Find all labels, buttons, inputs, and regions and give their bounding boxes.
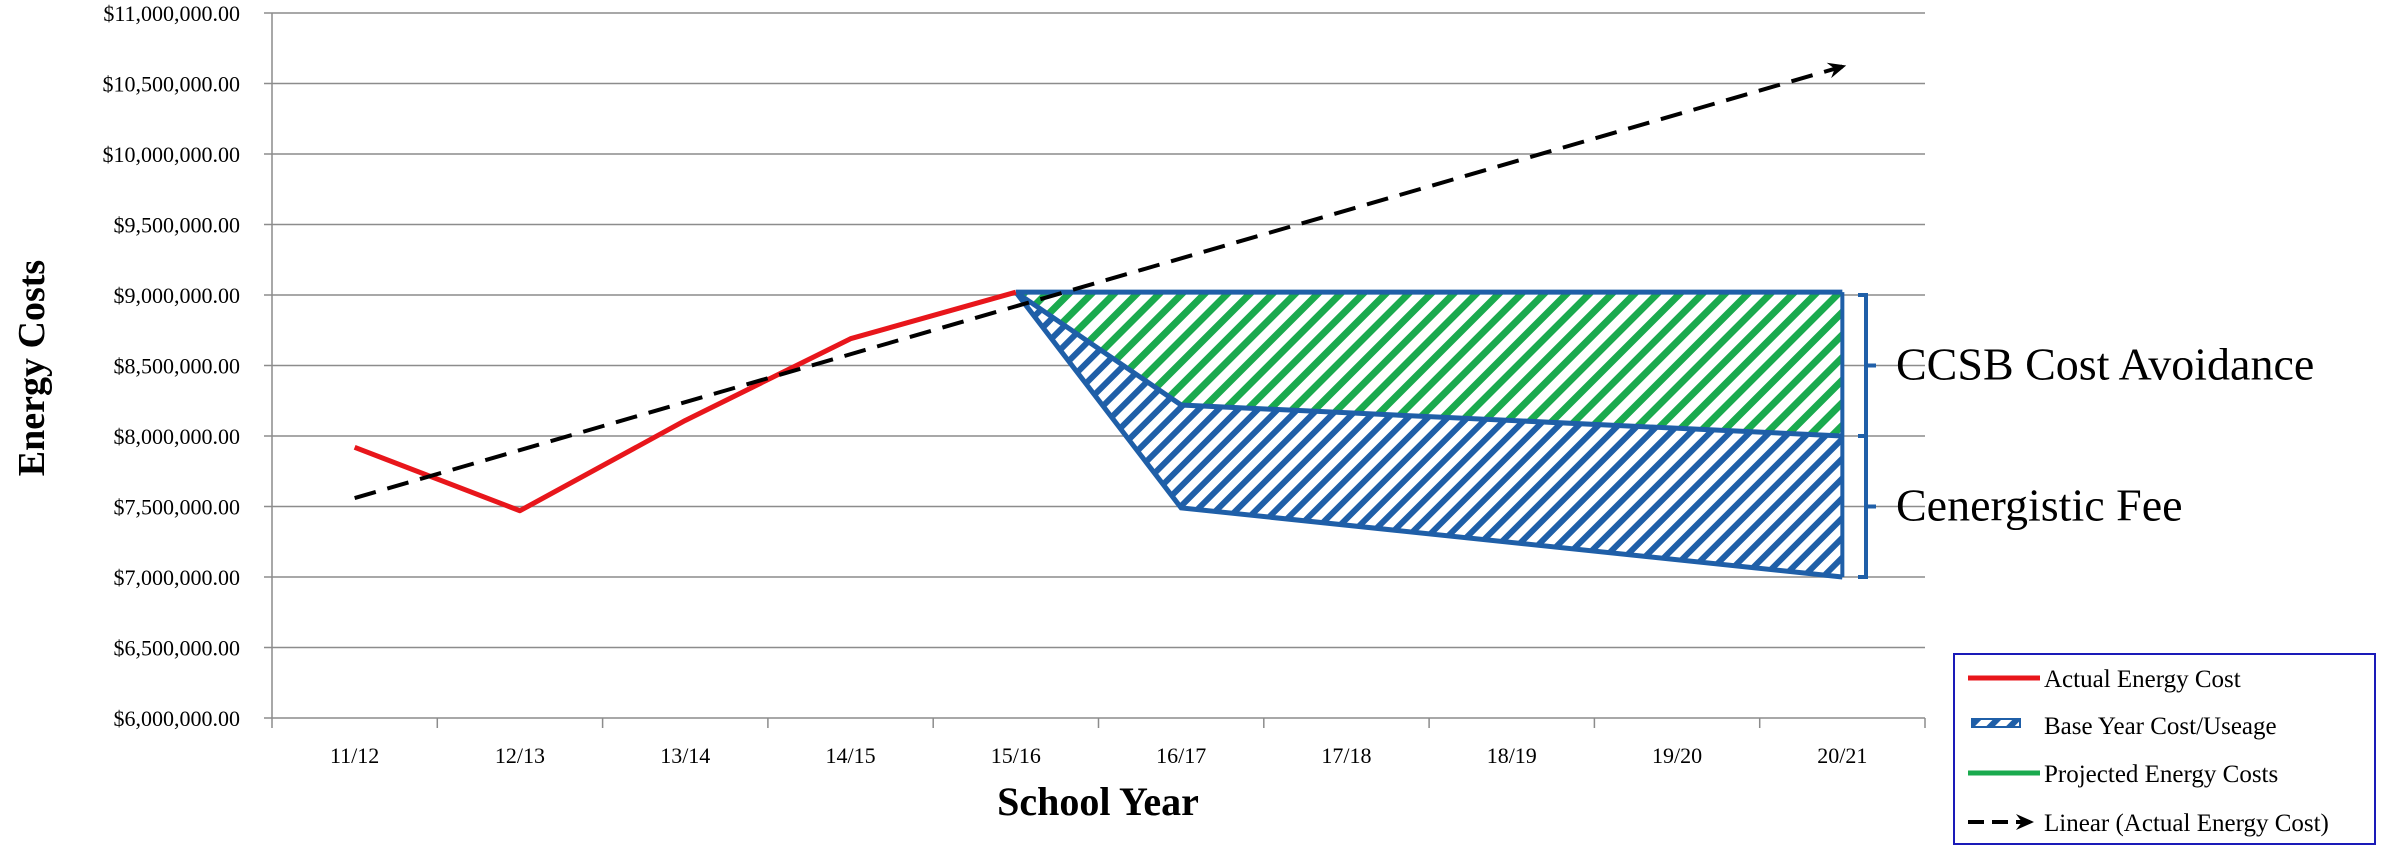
shaded-areas [1015, 292, 1843, 577]
y-tick-label: $8,500,000.00 [114, 354, 241, 379]
y-tick-label: $9,500,000.00 [114, 213, 241, 238]
x-tick-label: 13/14 [660, 743, 710, 768]
annotations: CCSB Cost Avoidance Cenergistic Fee [1858, 293, 2314, 579]
x-tick-label: 20/21 [1817, 743, 1867, 768]
legend-label-actual: Actual Energy Cost [2044, 666, 2241, 693]
legend-box [1953, 653, 2376, 845]
y-tick-label: $10,000,000.00 [103, 142, 241, 167]
x-tick-label: 14/15 [825, 743, 875, 768]
x-tick-label: 17/18 [1321, 743, 1371, 768]
x-tick-label: 11/12 [330, 743, 379, 768]
y-tick-label: $6,000,000.00 [114, 706, 241, 731]
y-tick-label: $7,500,000.00 [114, 495, 241, 520]
annotation-cost-avoidance: CCSB Cost Avoidance [1896, 339, 2314, 390]
lower-boundary-line [1013, 290, 1843, 580]
legend: Actual Energy Cost Base Year Cost/Useage… [1953, 653, 2376, 845]
y-tick-label: $7,000,000.00 [114, 565, 241, 590]
actual-energy-cost-line [353, 289, 1017, 514]
y-tick-label: $6,500,000.00 [114, 636, 241, 661]
x-tick-label: 16/17 [1156, 743, 1206, 768]
cost-avoidance-area [1015, 292, 1843, 436]
y-tick-label: $8,000,000.00 [114, 424, 241, 449]
legend-label-projected: Projected Energy Costs [2044, 761, 2278, 788]
projected-energy-costs-line [1014, 290, 1843, 439]
x-axis-title: School Year [997, 779, 1199, 824]
legend-swatch-base-year [1971, 718, 2021, 728]
x-tick-label: 12/13 [495, 743, 545, 768]
x-tick-label: 15/16 [991, 743, 1041, 768]
axes: $6,000,000.00 $6,500,000.00 $7,000,000.00 $… [103, 1, 1926, 768]
y-tick-label: $9,000,000.00 [114, 283, 241, 308]
cenergistic-fee-area [1015, 292, 1843, 577]
legend-label-linear: Linear (Actual Energy Cost) [2044, 810, 2329, 837]
y-tick-label: $11,000,000.00 [103, 1, 240, 26]
series-lines [353, 62, 1847, 580]
y-axis-title: Energy Costs [11, 260, 53, 476]
x-tick-label: 18/19 [1487, 743, 1537, 768]
annotation-cenergistic-fee: Cenergistic Fee [1896, 480, 2183, 531]
y-tick-label: $10,500,000.00 [103, 72, 241, 97]
x-tick-label: 19/20 [1652, 743, 1702, 768]
linear-trend-line [354, 62, 1847, 500]
legend-label-base-year: Base Year Cost/Useage [2044, 713, 2277, 740]
